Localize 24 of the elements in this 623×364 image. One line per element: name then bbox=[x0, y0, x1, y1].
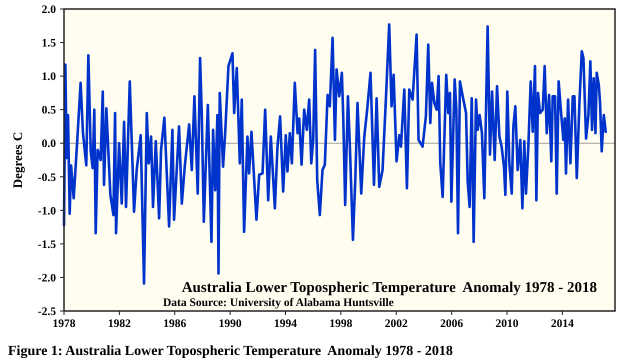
x-tick-label: 1982 bbox=[108, 318, 132, 330]
y-tick-label: -2.5 bbox=[38, 306, 56, 318]
y-tick-label: 1.0 bbox=[42, 71, 56, 84]
x-tick-label: 2014 bbox=[550, 318, 574, 330]
x-tick-label: 2010 bbox=[496, 318, 519, 330]
x-tick-label: 2002 bbox=[384, 318, 408, 330]
y-tick-label: -1.5 bbox=[38, 238, 56, 251]
y-axis-title: Degrees C bbox=[10, 132, 25, 188]
y-tick-label: 0.5 bbox=[42, 104, 56, 117]
annotation: Data Source: University of Alabama Huntsville bbox=[163, 297, 394, 309]
x-tick-label: 2006 bbox=[440, 318, 464, 330]
y-tick-label: 1.5 bbox=[42, 38, 56, 50]
x-tick-label: 1990 bbox=[218, 318, 242, 330]
y-tick-label: -2.0 bbox=[38, 272, 56, 284]
x-tick-label: 1994 bbox=[274, 318, 298, 330]
y-tick-label: 2.0 bbox=[42, 4, 56, 16]
x-tick-label: 1978 bbox=[52, 318, 76, 330]
y-tick-label: 0.0 bbox=[42, 138, 56, 150]
text: Australia Lower Topospheric Temperature Anomaly 1978 - 2018 bbox=[182, 280, 597, 296]
x-tick-label: 1986 bbox=[163, 318, 187, 330]
x-tick-label: 1998 bbox=[329, 318, 353, 330]
caption: Figure 1: Australia Lower Topospheric Temperature Anomaly 1978 - 2018 bbox=[8, 344, 453, 359]
y-tick-label: -0.5 bbox=[38, 172, 56, 184]
y-tick-label: -1.0 bbox=[38, 205, 56, 218]
